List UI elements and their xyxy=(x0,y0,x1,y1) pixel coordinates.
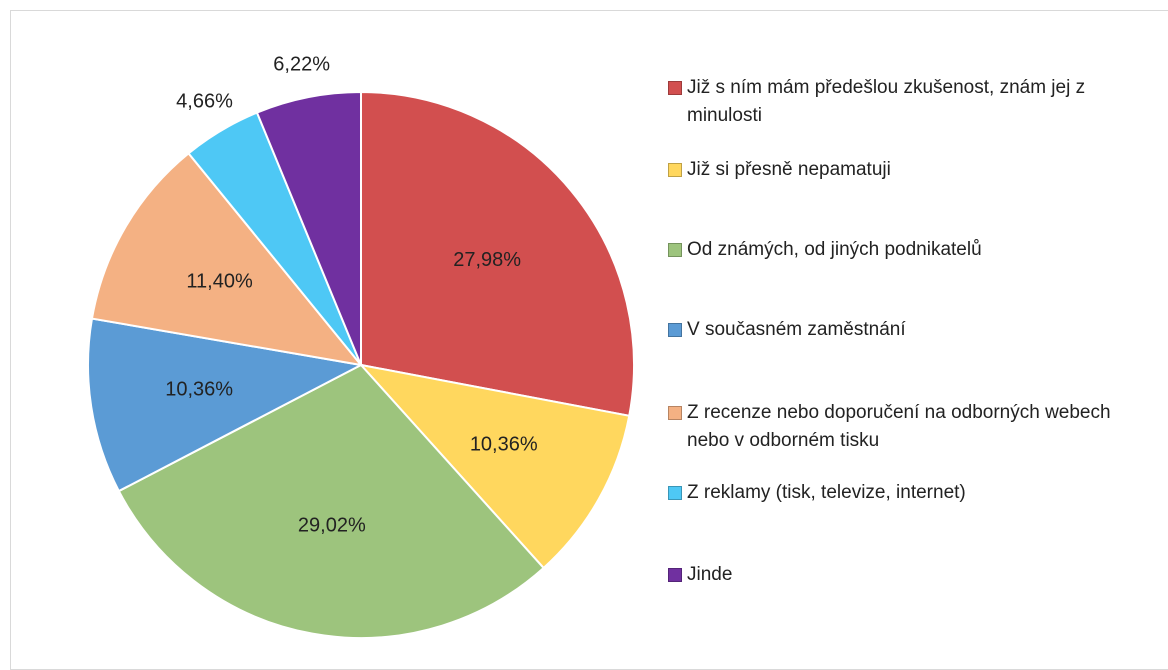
legend-item: Již si přesně nepamatuji xyxy=(668,156,1158,184)
data-label: 11,40% xyxy=(186,271,253,293)
legend-label: Z reklamy (tisk, televize, internet) xyxy=(687,482,966,503)
legend-label: Jinde xyxy=(687,564,733,585)
pie-slice xyxy=(87,317,365,493)
legend-item: Od známých, od jiných podnikatelů xyxy=(668,236,1158,264)
pie-slice xyxy=(255,90,362,366)
legend-item: Již s ním mám předešlou zkušenost, znám … xyxy=(668,74,1158,130)
legend-swatch xyxy=(668,486,682,500)
pie-slice xyxy=(117,363,546,639)
legend-item: Z reklamy (tisk, televize, internet) xyxy=(668,479,1158,507)
data-label: 29,02% xyxy=(298,514,366,536)
legend-label: Z recenze nebo doporučení na odborných w… xyxy=(687,402,1111,451)
pie-slice xyxy=(360,90,635,417)
data-label: 6,22% xyxy=(273,53,330,75)
data-label: 10,36% xyxy=(165,378,233,400)
pie-slice xyxy=(358,363,631,570)
legend-swatch xyxy=(668,406,682,420)
legend-label: Již s ním mám předešlou zkušenost, znám … xyxy=(687,77,1086,126)
data-label: 10,36% xyxy=(470,434,538,456)
legend-label: Již si přesně nepamatuji xyxy=(687,159,891,180)
legend-swatch xyxy=(668,568,682,582)
legend-item: Jinde xyxy=(668,561,1158,589)
legend-label: V současném zaměstnání xyxy=(687,319,906,340)
pie-slice xyxy=(90,151,364,367)
data-label: 27,98% xyxy=(453,249,521,271)
legend-swatch xyxy=(668,323,682,337)
legend-label: Od známých, od jiných podnikatelů xyxy=(687,239,982,260)
legend-swatch xyxy=(668,243,682,257)
legend-item: V současném zaměstnání xyxy=(668,316,1158,344)
data-label: 4,66% xyxy=(176,91,233,113)
legend-swatch xyxy=(668,163,682,177)
legend-swatch xyxy=(668,81,682,95)
legend-item: Z recenze nebo doporučení na odborných w… xyxy=(668,399,1158,455)
